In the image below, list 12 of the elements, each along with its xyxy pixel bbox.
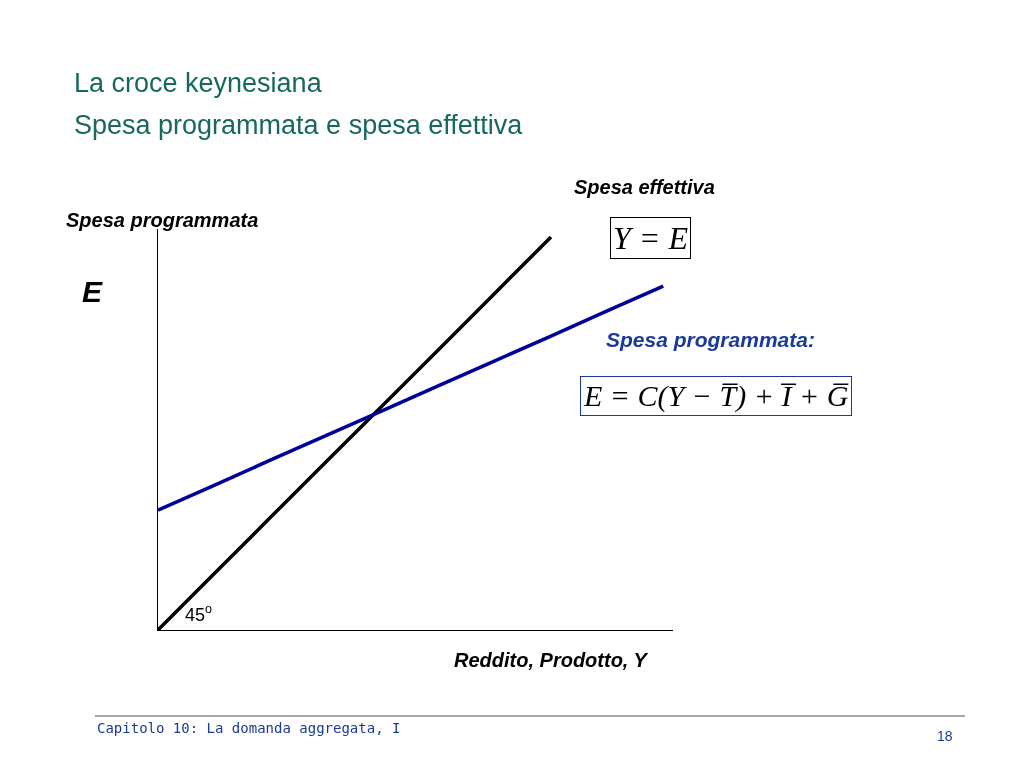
y-axis-title: E <box>82 275 103 308</box>
text: Spesa effettiva <box>574 176 715 198</box>
x-axis-title: Reddito, Prodotto, Y <box>454 649 649 671</box>
chart-subtitle: Spesa programmata e spesa effettiva <box>74 110 524 140</box>
annotation: E = C(Y − T̅) + I̅ + G̅ <box>583 379 850 413</box>
chart-title: La croce keynesiana <box>74 68 323 98</box>
text: Capitolo 10: La domanda aggregata, I <box>97 720 401 736</box>
annotation: 45$^{o}$ <box>185 602 213 625</box>
text: Spesa programmata <box>66 209 259 231</box>
text: 18 <box>937 728 953 744</box>
annotation: Y = E <box>613 220 689 256</box>
annotation: Spesa programmata: <box>606 328 815 351</box>
